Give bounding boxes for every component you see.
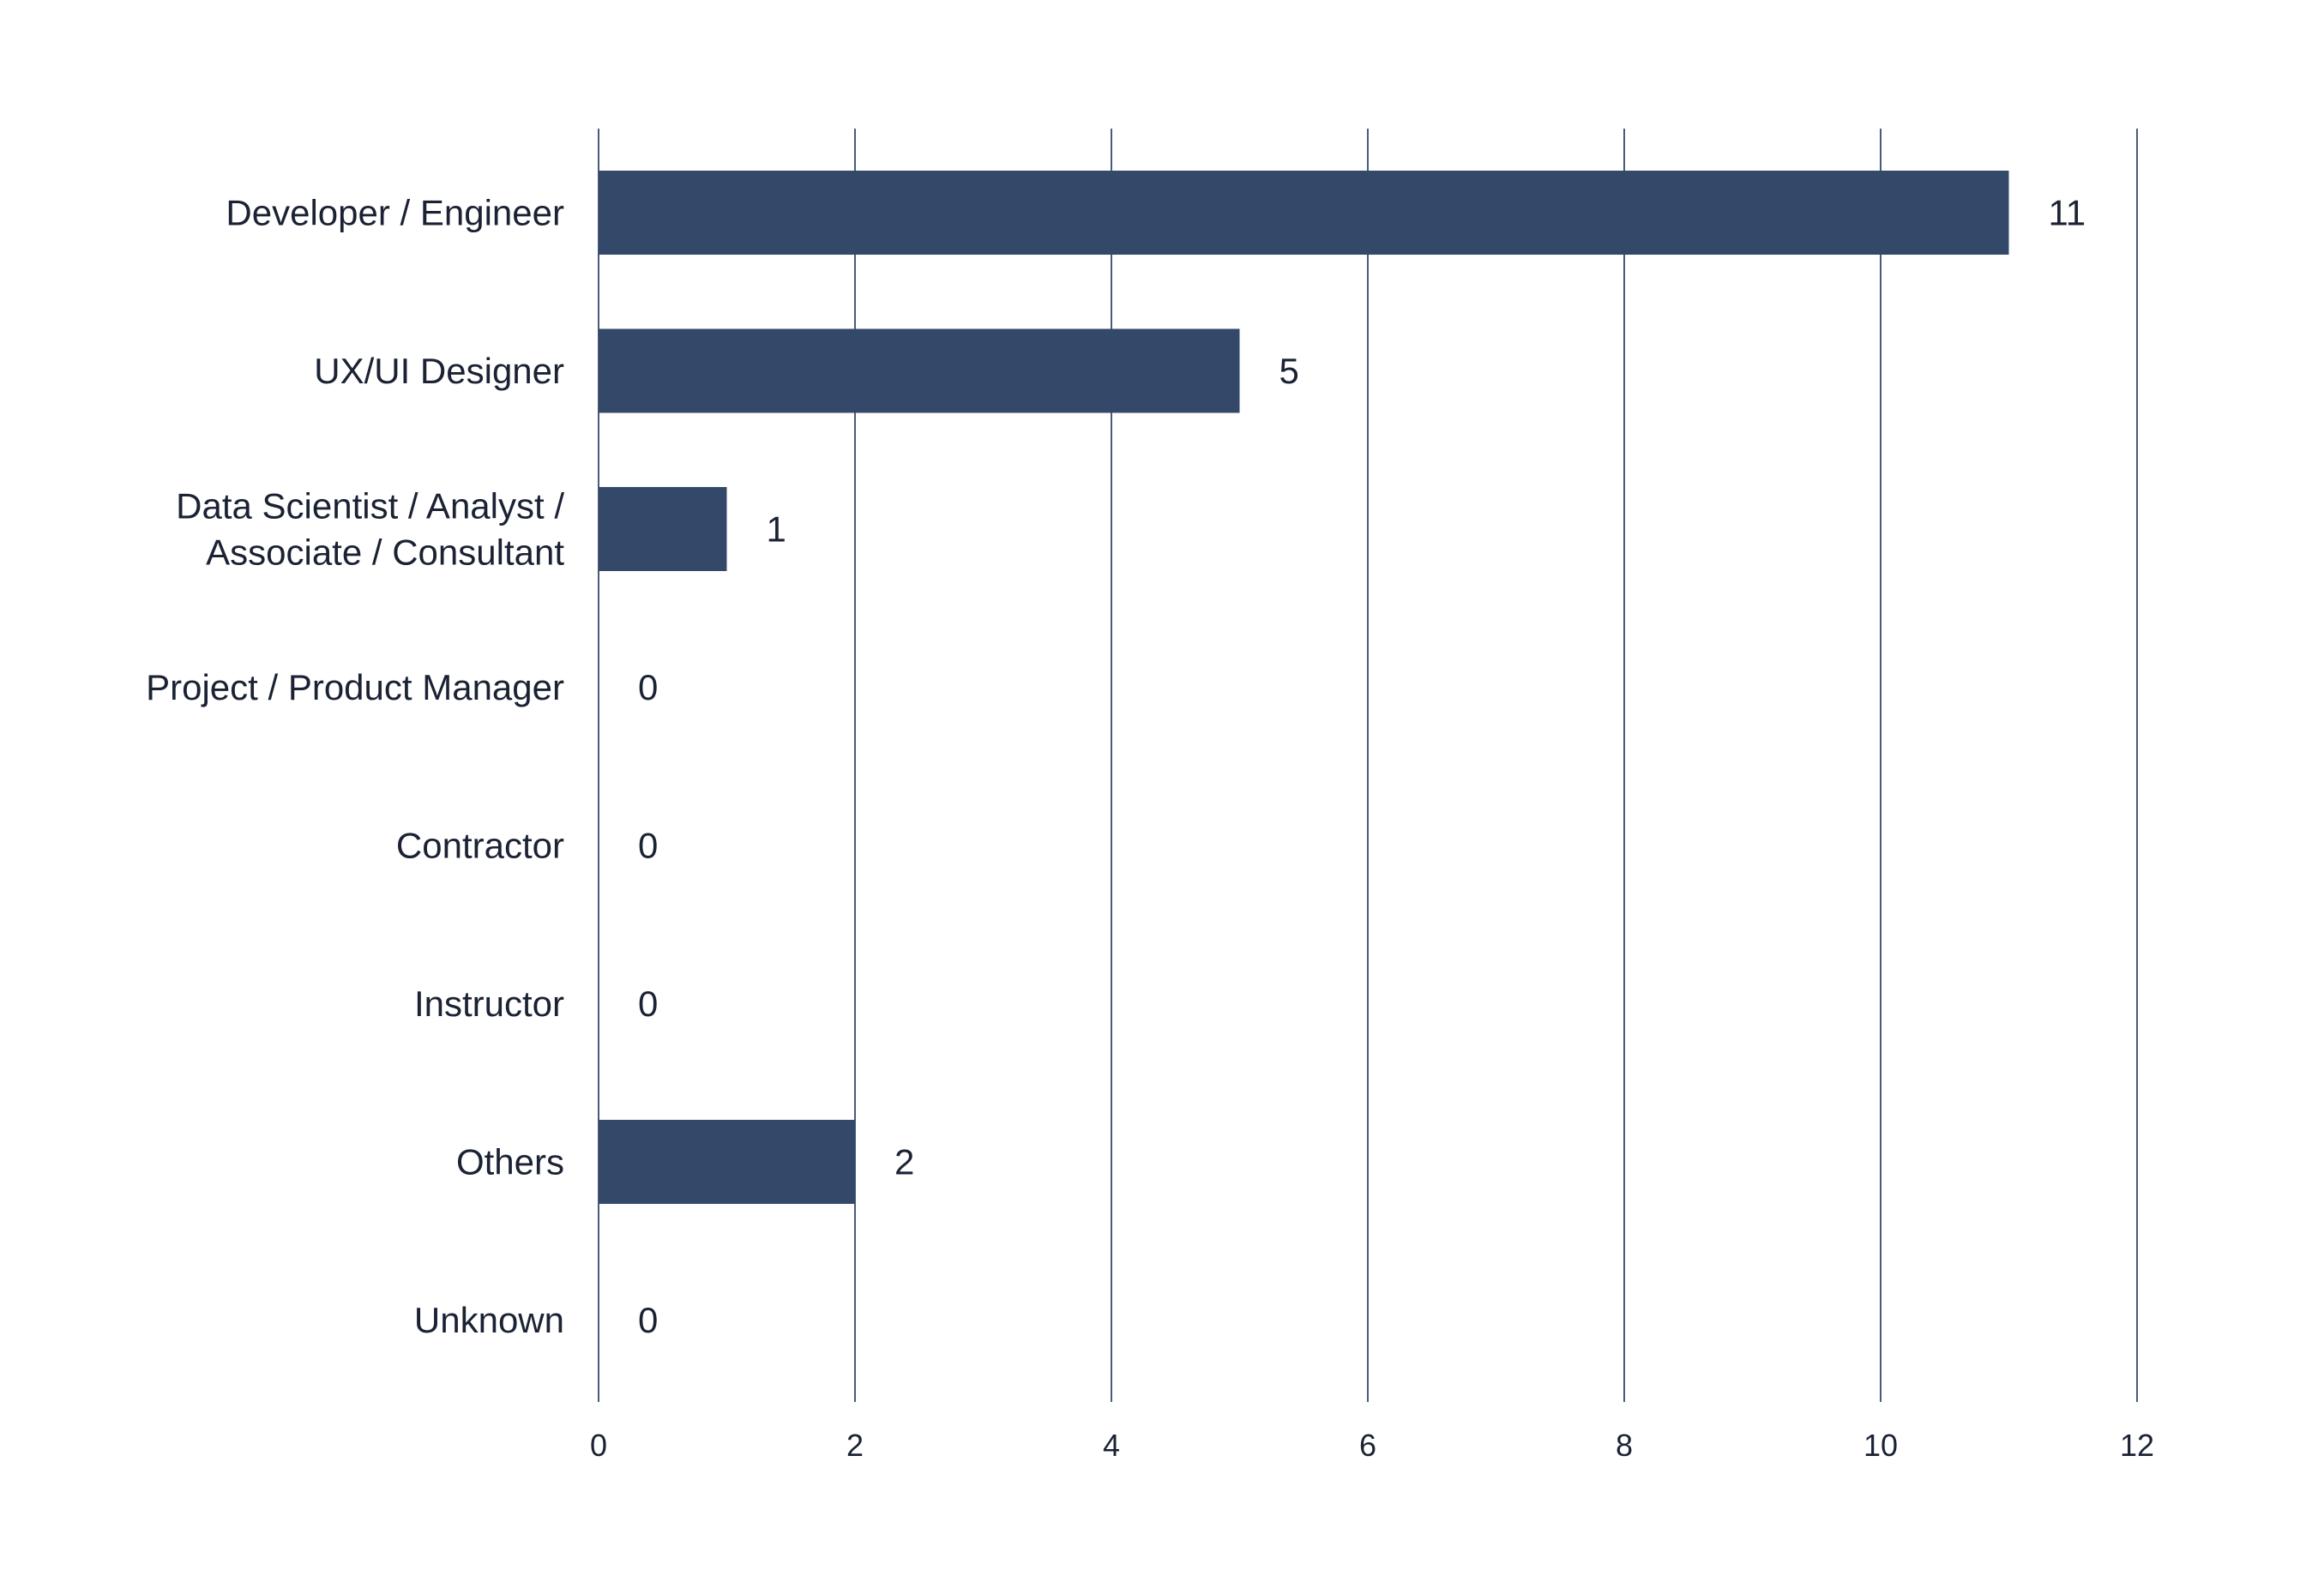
category-label: UX/UI Designer — [314, 351, 564, 391]
category-label-line: Unknown — [414, 1300, 564, 1340]
category-labels: Developer / Engineer UX/UI Designer Data S… — [146, 193, 564, 1340]
category-label: Data Scientist / Analyst / Associate / Co… — [176, 486, 564, 573]
bars — [599, 171, 2009, 1204]
data-label: 2 — [894, 1142, 914, 1182]
category-label-line: Developer / Engineer — [226, 193, 564, 233]
category-label-line: Instructor — [414, 983, 564, 1024]
x-tick-label: 4 — [1103, 1428, 1120, 1463]
x-tick-label: 8 — [1616, 1428, 1633, 1463]
category-label-line: UX/UI Designer — [314, 351, 564, 391]
data-label: 1 — [767, 509, 786, 550]
category-label: Others — [456, 1142, 564, 1182]
x-tick-label: 12 — [2120, 1428, 2154, 1463]
category-label: Project / Product Manager — [146, 667, 564, 707]
category-label-line: Others — [456, 1142, 564, 1182]
data-label: 5 — [1279, 351, 1299, 391]
category-label: Instructor — [414, 983, 564, 1024]
data-label: 0 — [638, 983, 658, 1024]
bar — [599, 1120, 855, 1204]
category-label-line: Data Scientist / Analyst / — [176, 486, 564, 526]
x-tick-label: 0 — [590, 1428, 607, 1463]
category-label: Contractor — [396, 826, 564, 866]
data-label: 0 — [638, 1300, 658, 1340]
x-tick-label: 2 — [846, 1428, 864, 1463]
category-label: Unknown — [414, 1300, 564, 1340]
category-label-line: Contractor — [396, 826, 564, 866]
x-tick-label: 6 — [1359, 1428, 1376, 1463]
data-labels: 11 5 1 0 0 0 2 0 — [638, 193, 2086, 1340]
category-label-line: Project / Product Manager — [146, 667, 564, 707]
bar — [599, 171, 2009, 255]
x-axis-tick-labels: 0 2 4 6 8 10 12 — [590, 1428, 2154, 1463]
bar — [599, 487, 727, 571]
data-label: 0 — [638, 826, 658, 866]
data-label: 11 — [2049, 193, 2086, 233]
data-label: 0 — [638, 667, 658, 707]
gridlines — [598, 129, 2138, 1402]
x-tick-label: 10 — [1863, 1428, 1898, 1463]
category-label-line: Associate / Consultant — [206, 532, 564, 573]
bar — [599, 328, 1240, 413]
category-label: Developer / Engineer — [226, 193, 564, 233]
